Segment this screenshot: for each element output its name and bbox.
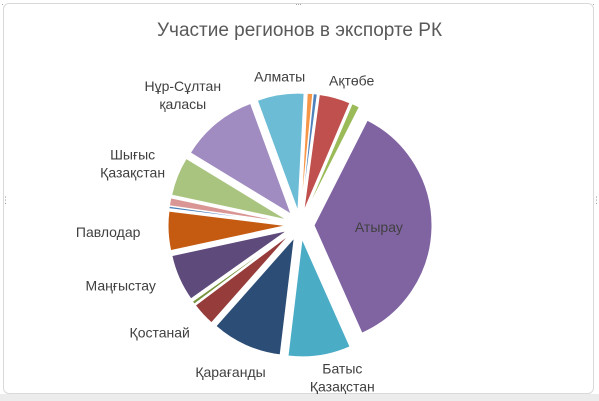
pie-slice-6[interactable] [215,236,295,356]
bottom-strip [0,394,599,401]
pie-slice-10[interactable] [167,210,287,252]
pie-slice-2[interactable] [303,93,351,212]
slice-label-5: Батыс Қазақстан [310,360,375,394]
pie-slice-11[interactable] [168,205,287,224]
pie-slice-12[interactable] [168,197,287,224]
resize-handle-top-left[interactable]: · [1,0,4,9]
pie-slice-9[interactable] [171,230,288,300]
pie-slice-4[interactable] [313,119,433,334]
pie-slice-0[interactable] [300,92,314,212]
slice-label-9: Маңғыстау [86,278,156,294]
resize-handle-right[interactable]: ⋮ [592,195,599,205]
slice-label-7: Қостанай [130,325,190,341]
slice-label-6: Қарағанды [195,364,265,380]
pie-slice-13[interactable] [171,157,288,221]
slice-label-15: Алматы [254,69,305,85]
pie-slice-7[interactable] [194,234,291,324]
pie-slice-14[interactable] [189,102,293,216]
resize-handle-top-right[interactable]: · [592,0,595,9]
slice-label-4: Атырау [355,219,403,235]
slice-label-14: Нұр-Сұлтан қаласы [144,78,221,112]
pie-slice-5[interactable] [287,236,351,358]
pie-slice-3[interactable] [305,103,360,213]
resize-handle-top[interactable]: ··· [295,0,302,9]
resize-handle-left[interactable]: ⋮ [1,195,10,205]
slice-label-13: Шығыс Қазақстан [100,147,165,181]
pie-slice-1[interactable] [301,93,318,212]
chart-title: Участие регионов в экспорте РК [156,20,443,41]
pie-slice-8[interactable] [191,232,289,305]
pie-slice-15[interactable] [256,92,305,212]
slice-label-10: Павлодар [76,224,141,240]
slice-label-2: Ақтөбе [329,72,375,88]
